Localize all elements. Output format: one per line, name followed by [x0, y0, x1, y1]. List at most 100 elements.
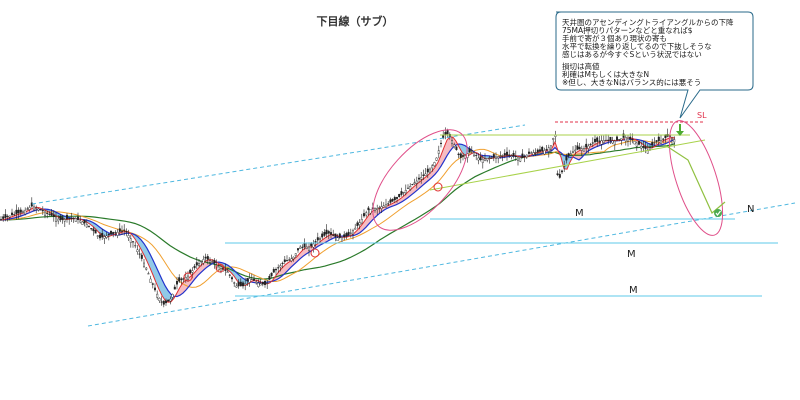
candle-body	[587, 145, 590, 149]
candle-body	[290, 258, 293, 262]
candle-body	[59, 215, 62, 221]
candle-body	[195, 262, 198, 266]
candle-body	[87, 225, 90, 227]
candles-layer	[0, 127, 676, 308]
note-line-5: 感じはあるが今すぐSという状況ではない	[562, 49, 702, 59]
candle-body	[327, 231, 330, 234]
candle-body	[204, 256, 207, 259]
candle-body	[655, 140, 658, 142]
candle-body	[94, 230, 97, 234]
candle-body	[46, 212, 49, 214]
candle-body	[435, 157, 438, 161]
marker-circle-1	[183, 272, 193, 282]
candle-body	[539, 149, 542, 152]
candle-body	[580, 148, 583, 151]
candle-body	[224, 269, 227, 271]
candle-body	[140, 254, 143, 259]
candle-body	[550, 145, 553, 150]
cloud-segment	[276, 271, 279, 280]
candle-body	[398, 193, 401, 197]
candle-body	[308, 246, 311, 251]
candle-body	[422, 174, 425, 176]
candle-body	[2, 216, 5, 219]
candle-body	[156, 293, 159, 298]
candle-body	[288, 259, 291, 261]
candle-body	[607, 139, 610, 141]
note-line-7: 損切は高値	[562, 61, 600, 71]
candle-body	[81, 221, 84, 225]
candle-body	[268, 276, 271, 280]
candle-body	[409, 185, 412, 190]
candle-body	[662, 138, 665, 140]
target-label-n: N	[747, 204, 754, 215]
candle-body	[374, 208, 377, 211]
candle-body	[576, 145, 579, 150]
candle-body	[241, 282, 244, 287]
candle-body	[446, 129, 449, 135]
candle-body	[109, 230, 112, 235]
note-line-3: 手前で寄が３個あり現状の寄も	[562, 33, 667, 43]
candle-body	[336, 237, 339, 242]
candle-body	[230, 277, 233, 280]
candle-body	[490, 157, 493, 159]
candle-body	[96, 235, 99, 237]
candle-body	[301, 246, 304, 248]
candle-body	[237, 281, 240, 287]
candle-body	[594, 138, 597, 143]
candle-body	[561, 170, 564, 173]
candle-body	[457, 153, 460, 156]
candle-body	[420, 177, 423, 180]
candle-body	[433, 162, 436, 166]
candle-body	[332, 234, 335, 236]
candle-body	[61, 217, 64, 220]
candle-body	[136, 249, 139, 253]
candle-body	[591, 142, 594, 144]
candle-body	[325, 229, 328, 235]
candle-body	[142, 262, 145, 268]
candle-body	[63, 219, 66, 222]
candle-body	[525, 154, 528, 158]
candle-body	[404, 189, 407, 194]
candle-body	[131, 241, 134, 243]
cloud-segment	[183, 279, 186, 294]
candle-body	[151, 283, 154, 285]
candle-body	[400, 191, 403, 195]
candle-body	[248, 278, 251, 283]
candle-body	[503, 153, 506, 156]
candle-body	[393, 197, 396, 201]
candle-body	[147, 273, 150, 275]
candle-body	[138, 253, 141, 255]
candle-body	[200, 261, 203, 263]
candle-body	[376, 207, 379, 210]
candle-body	[246, 278, 249, 282]
candle-body	[261, 282, 264, 285]
marker-circle-2	[215, 263, 225, 273]
candle-body	[378, 207, 381, 209]
cloud-segment	[138, 236, 141, 250]
candle-body	[76, 216, 79, 220]
channel-lower-line	[87, 202, 796, 327]
candle-body	[475, 154, 478, 156]
cloud-segment	[291, 259, 294, 268]
candle-body	[497, 156, 500, 159]
check-icon	[714, 209, 722, 217]
candle-body	[530, 152, 533, 154]
candle-body	[310, 243, 313, 247]
candle-body	[92, 228, 95, 232]
candle-body	[255, 281, 258, 284]
candle-body	[55, 217, 58, 222]
candle-body	[48, 213, 51, 215]
candle-body	[334, 233, 337, 237]
candle-body	[528, 151, 531, 154]
candle-body	[107, 233, 110, 236]
candle-body	[653, 142, 656, 144]
candle-body	[499, 155, 502, 157]
candle-body	[105, 235, 108, 238]
candle-body	[631, 138, 634, 140]
candle-body	[574, 149, 577, 152]
candle-body	[279, 265, 282, 268]
candle-body	[649, 147, 652, 150]
candle-body	[572, 151, 575, 153]
cloud-segment	[189, 275, 192, 287]
